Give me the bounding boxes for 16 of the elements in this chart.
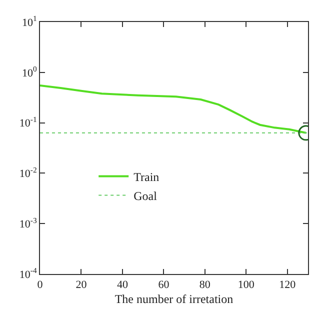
y-tick-label: 10$^{0}$ [22,64,37,80]
y-tick-label: 10$^{-3}$ [19,216,37,230]
x-axis-title: The number of irretation [114,292,234,306]
x-tick-label: 100 [238,279,255,292]
x-tick-label: 80 [199,279,211,292]
x-tick-label: 20 [76,279,88,292]
y-tick-label: 10$^{-2}$ [19,165,37,180]
y-tick-label: 10$^{-4}$ [19,266,37,281]
y-tick-label: 10$^{-1}$ [19,115,37,130]
legend-label: Goal [134,188,158,203]
x-tick-label: 120 [279,279,296,292]
y-tick-label: 10$^{1}$ [22,14,37,29]
x-tick-label: 60 [158,279,170,292]
x-tick-label: 0 [37,279,44,292]
x-tick-label: 40 [116,279,128,292]
legend-label: Train [134,170,160,184]
